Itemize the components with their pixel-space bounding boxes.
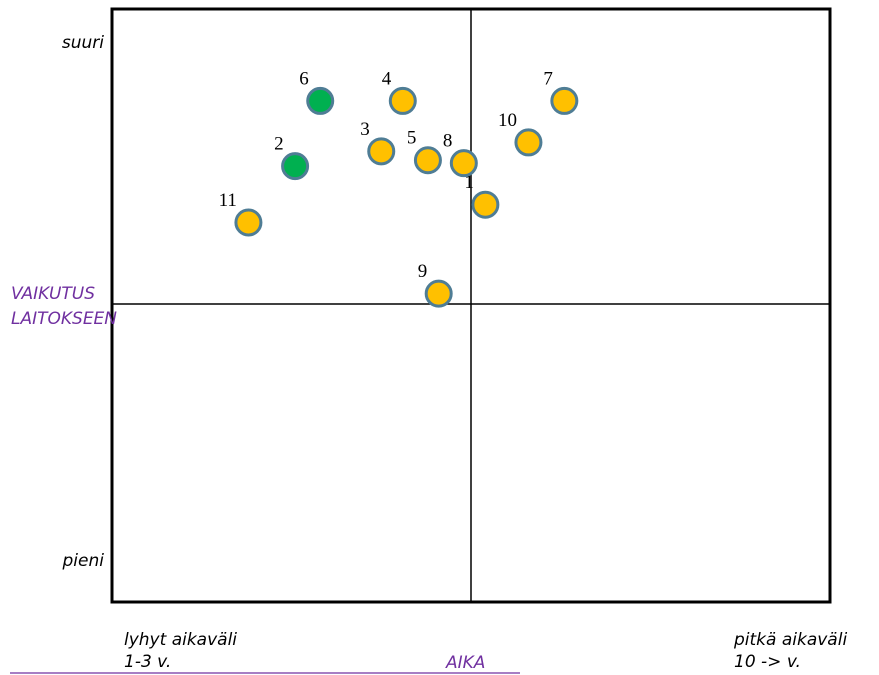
- data-point-label-5: 5: [407, 128, 417, 149]
- x-axis-title: AIKA: [445, 653, 485, 673]
- data-point-9: [424, 279, 453, 308]
- data-point-label-3: 3: [360, 119, 370, 140]
- data-point-2: [281, 152, 310, 181]
- data-point-6: [306, 86, 335, 115]
- data-point-8: [449, 149, 478, 178]
- data-point-label-1: 1: [464, 172, 474, 193]
- data-point-label-4: 4: [382, 68, 392, 89]
- data-point-label-11: 11: [219, 190, 237, 211]
- data-point-label-7: 7: [543, 68, 553, 89]
- data-point-label-8: 8: [443, 131, 453, 152]
- data-point-3: [367, 137, 396, 166]
- x-axis-left-label-line1: lyhyt aikaväli: [124, 630, 237, 650]
- data-point-10: [514, 128, 543, 157]
- x-axis-right-label-line2: 10 -> v.: [734, 652, 801, 672]
- y-axis-title-line2: LAITOKSEEN: [11, 309, 117, 329]
- data-point-label-9: 9: [418, 261, 428, 282]
- x-axis-left-label-line2: 1-3 v.: [124, 652, 171, 672]
- data-point-4: [388, 86, 417, 115]
- data-point-11: [234, 208, 263, 237]
- data-point-5: [413, 146, 442, 175]
- data-point-label-2: 2: [274, 134, 284, 155]
- data-point-label-6: 6: [299, 68, 309, 89]
- y-axis-bottom-label: pieni: [62, 551, 105, 571]
- data-point-label-10: 10: [498, 110, 517, 131]
- y-axis-title-line1: VAIKUTUS: [11, 284, 95, 304]
- x-axis-right-label-line1: pitkä aikaväli: [733, 630, 847, 650]
- data-point-7: [550, 86, 579, 115]
- data-points: 1 2 3 4 5 6 7 8 9 10 11: [219, 68, 579, 308]
- data-point-1: [471, 190, 500, 219]
- y-axis-top-label: suuri: [62, 33, 104, 53]
